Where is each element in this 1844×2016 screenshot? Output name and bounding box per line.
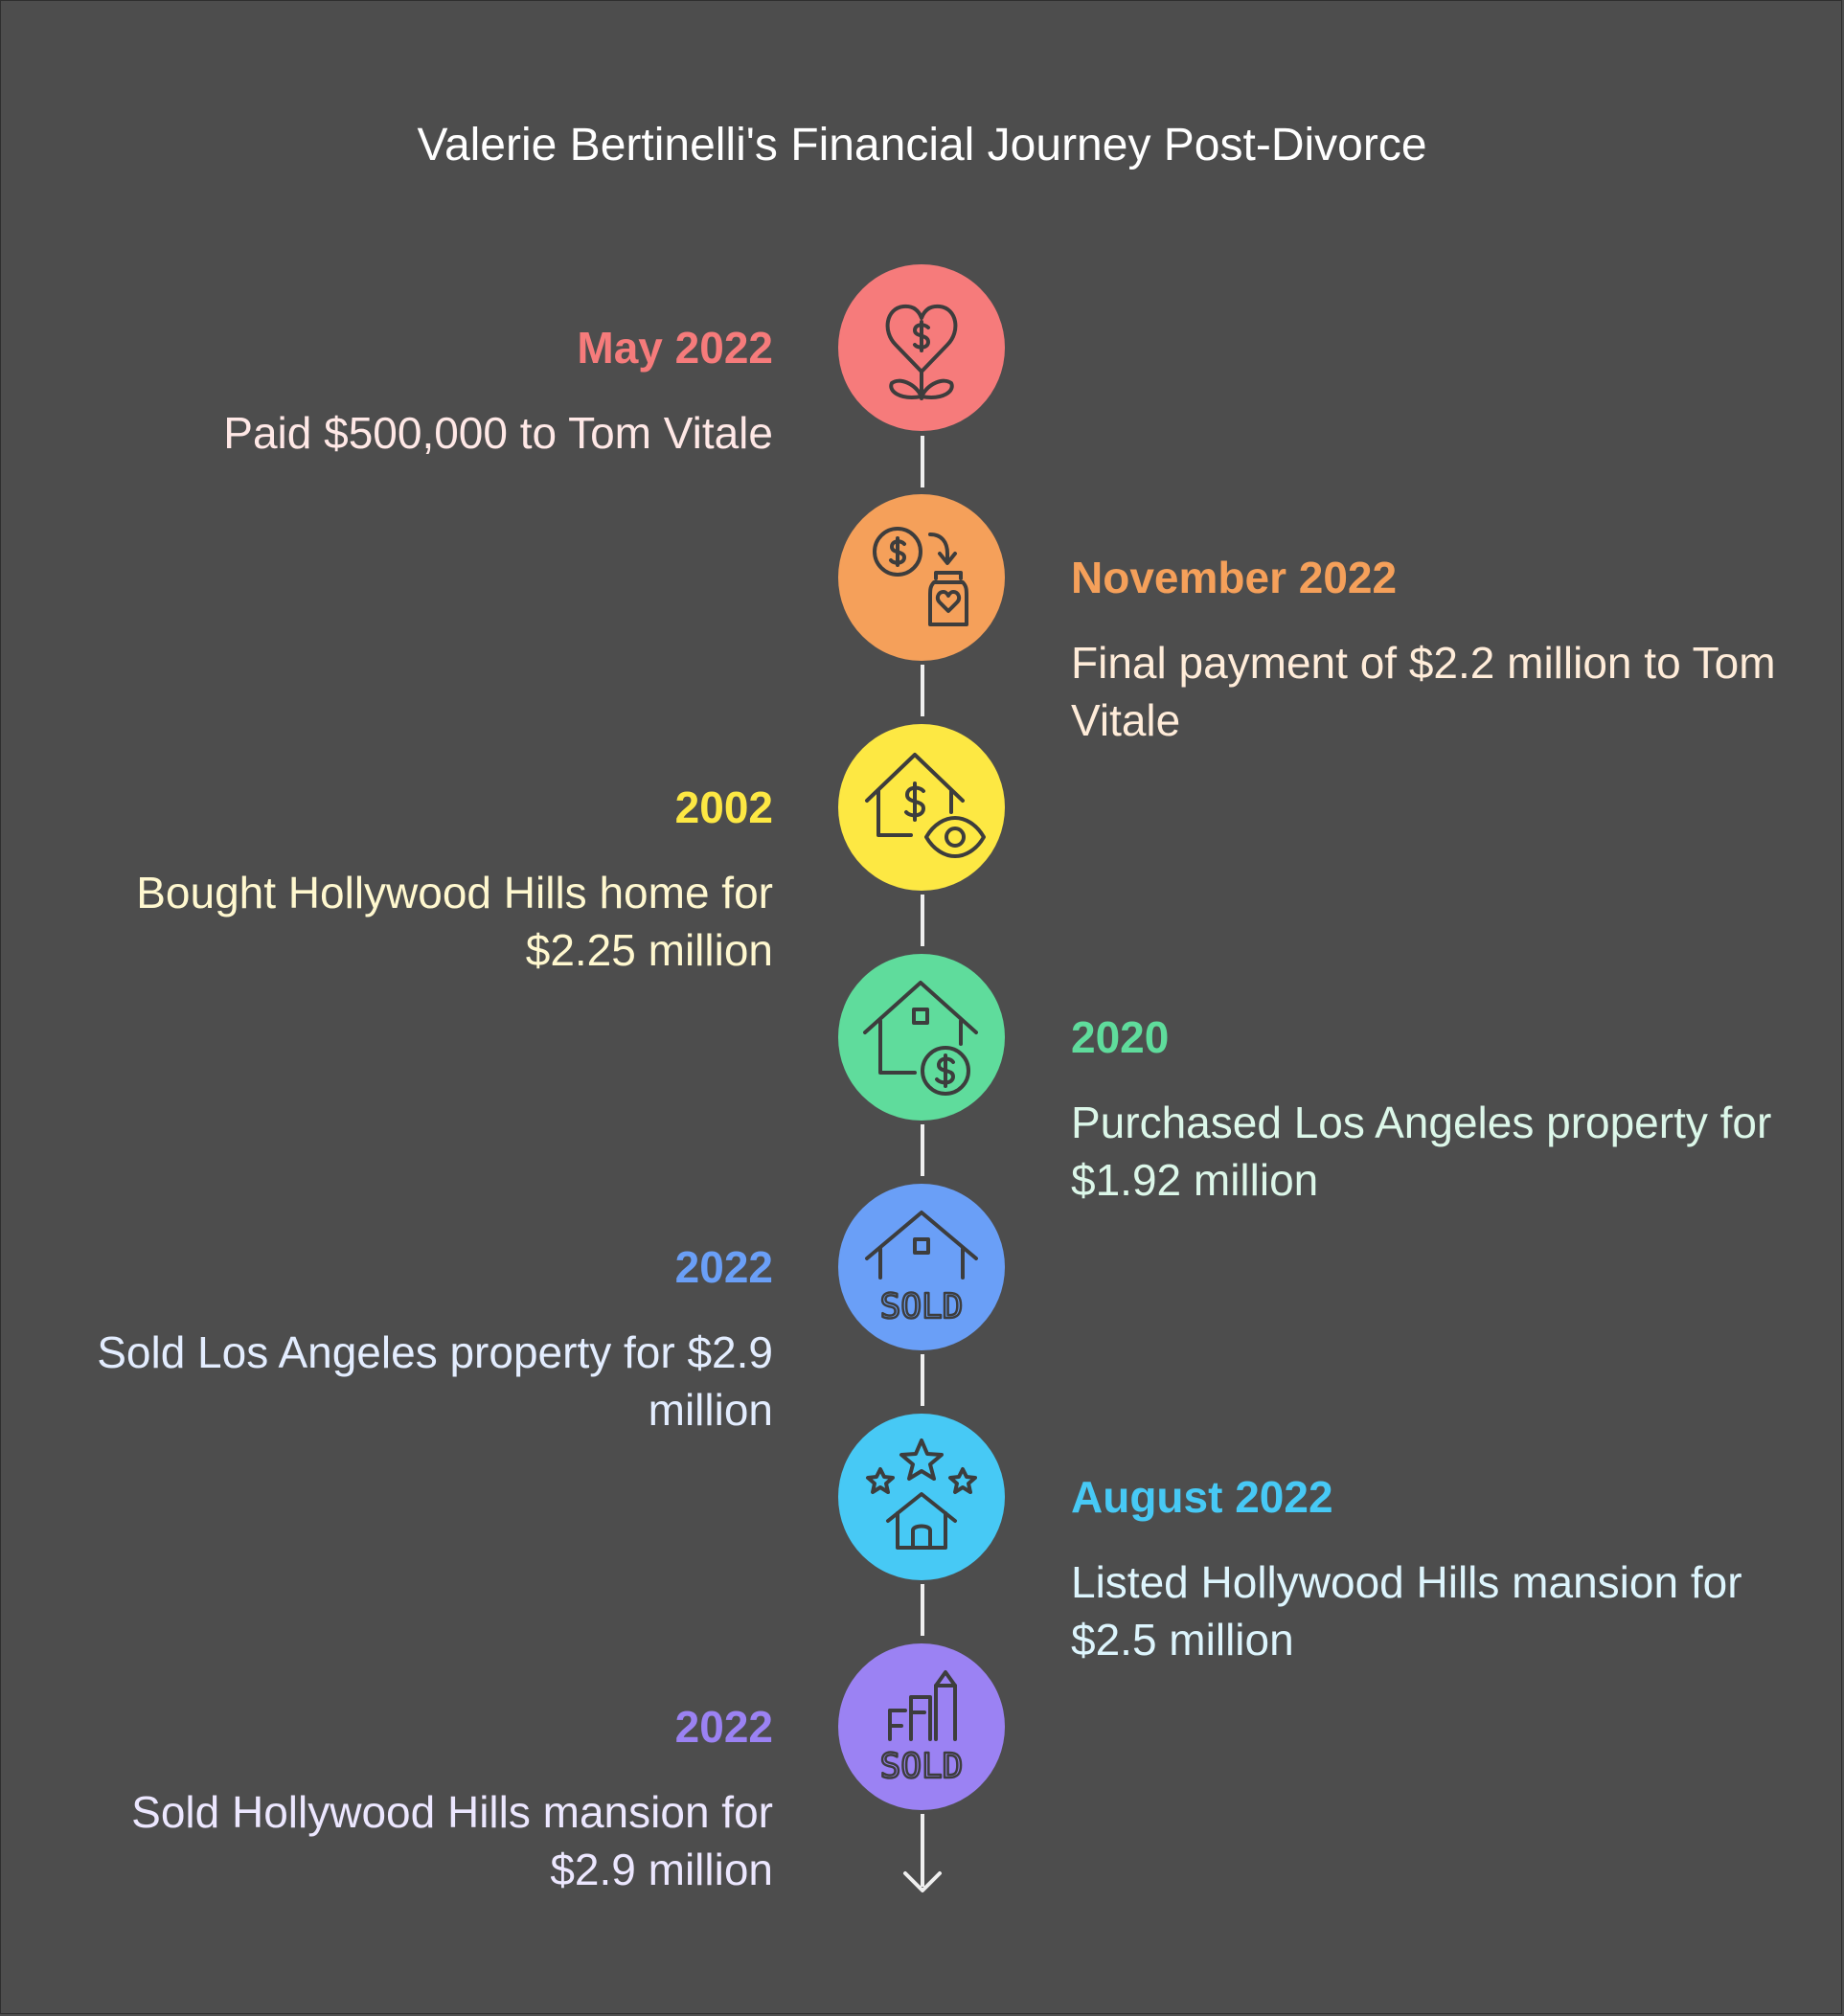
timeline-connector bbox=[921, 895, 924, 946]
event-description: Purchased Los Angeles property for $1.92… bbox=[1071, 1098, 1772, 1205]
event-date: August 2022 bbox=[1071, 1472, 1333, 1522]
timeline-node-6 bbox=[838, 1414, 1005, 1580]
event-date: 2020 bbox=[1071, 1012, 1170, 1062]
timeline-connector bbox=[921, 1814, 924, 1887]
event-5: 2022 Sold Los Angeles property for $2.9 … bbox=[45, 1241, 773, 1438]
house-dollar-coin-icon bbox=[863, 981, 978, 1096]
timeline-connector bbox=[921, 665, 924, 716]
event-3: 2002 Bought Hollywood Hills home for $2.… bbox=[45, 781, 773, 979]
svg-text:SOLD: SOLD bbox=[880, 1747, 964, 1786]
timeline-node-7: SOLD bbox=[838, 1643, 1005, 1810]
stars-house-icon bbox=[866, 1438, 977, 1550]
event-date: 2022 bbox=[674, 1242, 773, 1292]
timeline-connector bbox=[921, 1124, 924, 1176]
heart-dollar-growth-icon bbox=[885, 304, 958, 400]
house-dollar-eye-icon bbox=[865, 753, 986, 858]
timeline-connector bbox=[921, 1584, 924, 1636]
event-1: May 2022 Paid $500,000 to Tom Vitale bbox=[45, 322, 773, 462]
diagram-title: Valerie Bertinelli's Financial Journey P… bbox=[417, 120, 1427, 170]
timeline-node-4 bbox=[838, 954, 1005, 1121]
timeline-node-3 bbox=[838, 724, 1005, 891]
event-description: Bought Hollywood Hills home for $2.25 mi… bbox=[136, 868, 773, 975]
event-4: 2020 Purchased Los Angeles property for … bbox=[1071, 1011, 1799, 1209]
event-description: Paid $500,000 to Tom Vitale bbox=[223, 408, 773, 458]
event-date: 2022 bbox=[674, 1702, 773, 1752]
event-date: May 2022 bbox=[577, 323, 773, 373]
event-description: Sold Los Angeles property for $2.9 milli… bbox=[97, 1327, 773, 1435]
event-6: August 2022 Listed Hollywood Hills mansi… bbox=[1071, 1471, 1799, 1668]
event-description: Sold Hollywood Hills mansion for $2.9 mi… bbox=[131, 1787, 773, 1894]
timeline-node-2 bbox=[838, 494, 1005, 661]
timeline-node-5: SOLD bbox=[838, 1184, 1005, 1350]
timeline-node-1 bbox=[838, 264, 1005, 431]
house-sold-icon: SOLD bbox=[865, 1211, 978, 1327]
event-7: 2022 Sold Hollywood Hills mansion for $2… bbox=[45, 1701, 773, 1898]
event-date: November 2022 bbox=[1071, 553, 1398, 602]
money-transfer-jar-icon bbox=[873, 527, 968, 626]
timeline-arrow-icon bbox=[903, 1871, 942, 1892]
event-description: Final payment of $2.2 million to Tom Vit… bbox=[1071, 638, 1776, 745]
timeline-connector bbox=[921, 1354, 924, 1406]
event-2: November 2022 Final payment of $2.2 mill… bbox=[1071, 552, 1799, 749]
timeline-connector bbox=[921, 436, 924, 487]
building-sold-icon: SOLD bbox=[878, 1670, 965, 1787]
event-date: 2002 bbox=[674, 782, 773, 832]
svg-text:SOLD: SOLD bbox=[880, 1287, 964, 1326]
event-description: Listed Hollywood Hills mansion for $2.5 … bbox=[1071, 1557, 1742, 1665]
